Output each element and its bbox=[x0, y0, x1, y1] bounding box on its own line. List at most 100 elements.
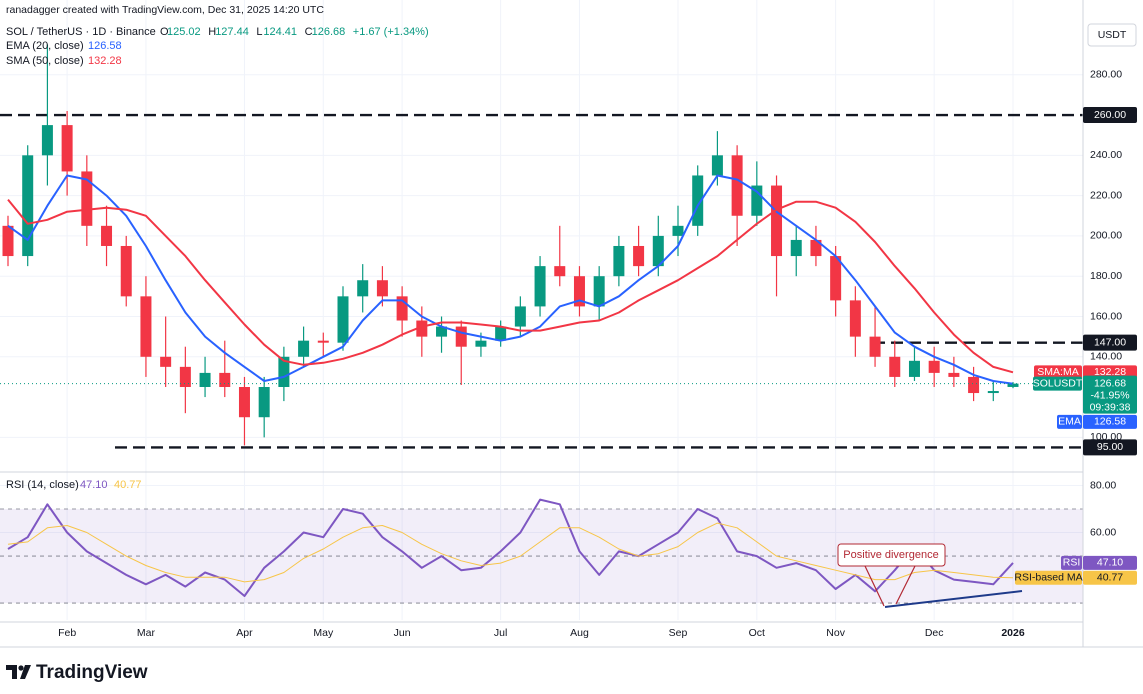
y-tick-label: 280.00 bbox=[1090, 69, 1122, 81]
series-line bbox=[7, 498, 1014, 597]
level-label-box bbox=[1083, 107, 1137, 124]
candle-body bbox=[534, 266, 546, 307]
x-tick-label: Nov bbox=[826, 627, 845, 639]
rsi-tag: RSI bbox=[1063, 557, 1081, 569]
candle-body bbox=[711, 155, 723, 176]
candle-body bbox=[830, 256, 842, 301]
x-tick-label: Apr bbox=[236, 627, 253, 639]
ohlc-value: 125.02 bbox=[167, 26, 201, 38]
candle-body bbox=[278, 356, 290, 387]
candle-body bbox=[948, 372, 960, 377]
series-line bbox=[7, 174, 1014, 385]
rsi-ma-tag: RSI-based MA bbox=[1014, 572, 1082, 584]
overlay-tag-box bbox=[1057, 414, 1082, 429]
candle-body bbox=[120, 245, 132, 297]
overlay-value: 132.28 bbox=[88, 55, 122, 67]
level-label: 95.00 bbox=[1097, 441, 1123, 453]
candle-body bbox=[475, 340, 487, 347]
logo: TradingView bbox=[6, 662, 148, 683]
overlay-name: SMA (50, close) bbox=[6, 55, 84, 67]
candle-body bbox=[593, 276, 605, 307]
overlay-tag: EMA bbox=[1058, 416, 1081, 428]
divergence-line bbox=[864, 565, 885, 607]
candle-body bbox=[160, 356, 172, 367]
x-tick-label: Jul bbox=[494, 627, 507, 639]
candle-body bbox=[140, 296, 152, 357]
candle-body bbox=[396, 296, 408, 321]
series-line bbox=[7, 522, 1014, 583]
ohlc-value: 127.44 bbox=[215, 26, 249, 38]
y-tick-label: 180.00 bbox=[1090, 270, 1122, 282]
series-line bbox=[7, 198, 1014, 374]
x-tick-label: Aug bbox=[570, 627, 589, 639]
ohlc-key: C bbox=[305, 26, 313, 38]
candle-body bbox=[61, 125, 73, 172]
x-tick-label: Jun bbox=[394, 627, 411, 639]
x-tick-label: Feb bbox=[58, 627, 76, 639]
divergence-trendline bbox=[884, 590, 1023, 608]
divergence-line bbox=[895, 565, 916, 605]
y-tick-label: 80.00 bbox=[1090, 479, 1116, 491]
candle-body bbox=[258, 386, 270, 418]
candle-body bbox=[849, 300, 861, 337]
candle-body bbox=[495, 326, 507, 341]
last-price-box bbox=[1083, 375, 1137, 414]
candle-body bbox=[672, 225, 684, 236]
rsi-legend-value: 47.10 bbox=[80, 479, 108, 491]
last-price: 126.68 bbox=[1094, 377, 1126, 389]
level-label-box bbox=[1083, 334, 1137, 351]
candle-body bbox=[101, 225, 113, 246]
overlay-name: EMA (20, close) bbox=[6, 40, 84, 52]
candle-body bbox=[751, 185, 763, 216]
candle-body bbox=[652, 235, 664, 267]
y-tick-label: 60.00 bbox=[1090, 526, 1116, 538]
ohlc-key: H bbox=[208, 26, 216, 38]
y-tick-label: 160.00 bbox=[1090, 310, 1122, 322]
level-label-box bbox=[1083, 439, 1137, 456]
x-tick-label: Dec bbox=[925, 627, 944, 639]
candle-body bbox=[987, 391, 999, 394]
candle-body bbox=[908, 360, 920, 377]
overlay-value: 126.58 bbox=[88, 40, 122, 52]
candle-body bbox=[455, 326, 467, 347]
candle-body bbox=[2, 225, 14, 257]
annotation: Positive divergence bbox=[843, 549, 938, 561]
overlay-last: 126.58 bbox=[1094, 416, 1126, 428]
candle-body bbox=[613, 245, 625, 277]
candle-body bbox=[337, 296, 349, 343]
x-tick-label: Mar bbox=[137, 627, 156, 639]
candle-body bbox=[771, 185, 783, 257]
candle-body bbox=[810, 239, 822, 257]
rsi-last-box bbox=[1083, 555, 1137, 570]
symbol-tag: SOLUSDT bbox=[1033, 377, 1083, 389]
ohlc-key: L bbox=[256, 26, 262, 38]
overlay-tag-box bbox=[1034, 365, 1082, 380]
candle-body bbox=[731, 155, 743, 216]
candle-body bbox=[968, 376, 980, 394]
rsi-tag-box bbox=[1061, 555, 1082, 570]
x-tick-label: 2026 bbox=[1001, 627, 1025, 639]
candle-body bbox=[514, 306, 526, 327]
level-label: 260.00 bbox=[1094, 109, 1126, 121]
candle-body bbox=[928, 360, 940, 373]
annotation-box bbox=[837, 543, 946, 567]
candle-body bbox=[633, 245, 645, 267]
symbol-tag-box bbox=[1033, 376, 1082, 391]
candle-body bbox=[1007, 383, 1019, 387]
y-tick-label: 220.00 bbox=[1090, 189, 1122, 201]
ohlc-value: 126.68 bbox=[312, 26, 346, 38]
candle-body bbox=[790, 239, 802, 257]
candle-body bbox=[219, 372, 231, 387]
candle-body bbox=[81, 171, 93, 226]
candle-body bbox=[199, 372, 211, 387]
unit-box bbox=[1087, 23, 1137, 47]
countdown: 09:39:38 bbox=[1090, 401, 1131, 413]
rsi-title: RSI (14, close) bbox=[6, 479, 79, 491]
candle-body bbox=[317, 340, 329, 343]
overlay-last: 132.28 bbox=[1094, 366, 1126, 378]
level-label: 147.00 bbox=[1094, 336, 1126, 348]
ohlc-key: O bbox=[160, 26, 169, 38]
y-tick-label: 140.00 bbox=[1090, 351, 1122, 363]
candle-body bbox=[357, 280, 369, 297]
